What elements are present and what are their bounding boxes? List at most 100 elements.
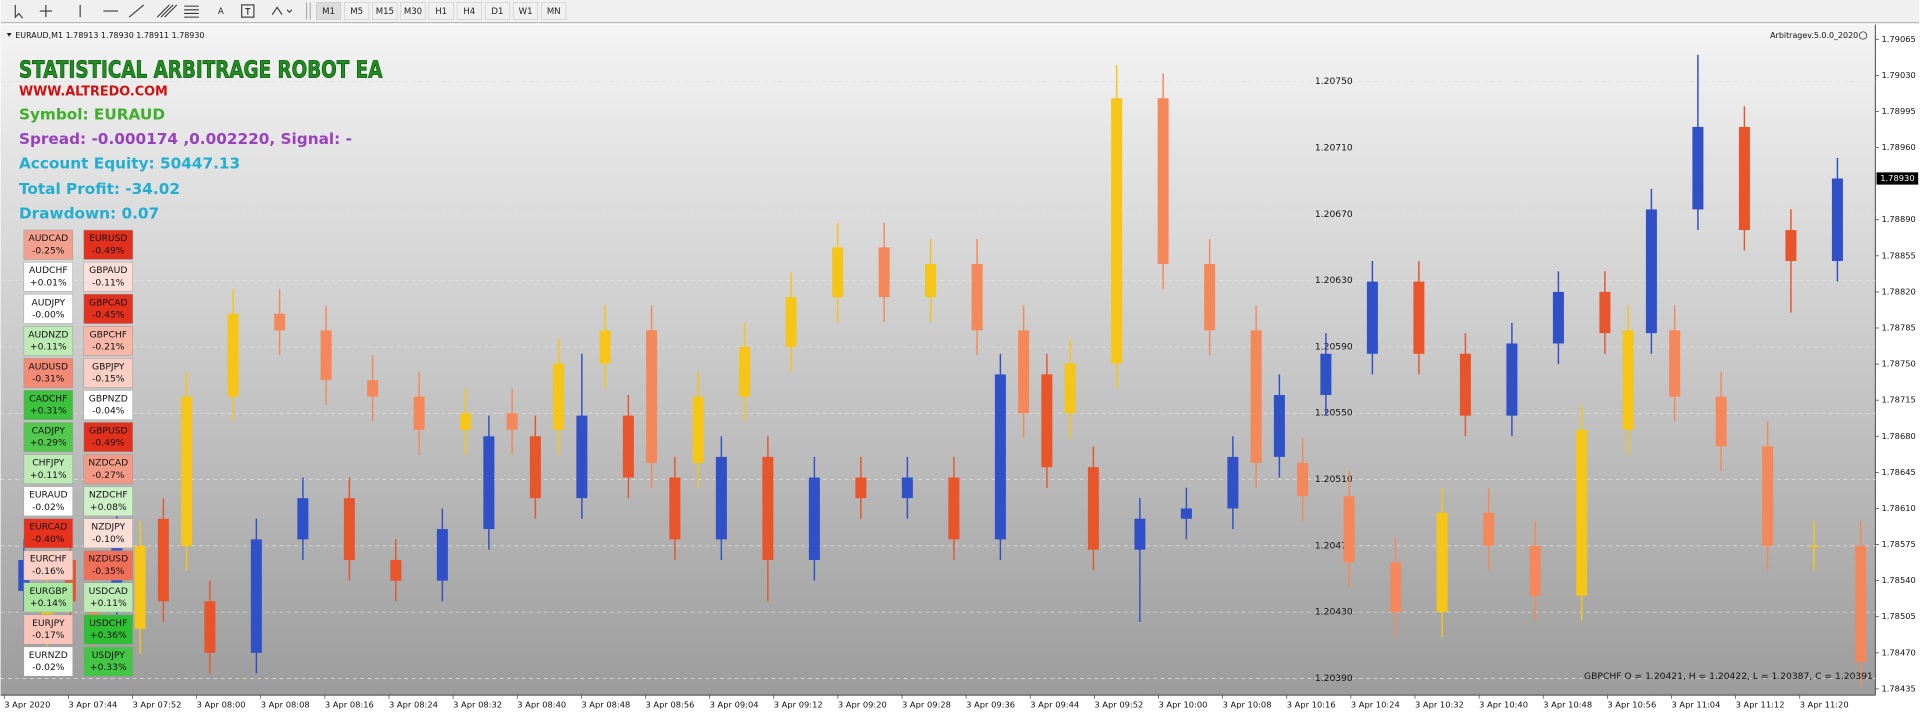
pair-cell[interactable]	[83, 229, 134, 260]
pair-change: +0.29%	[30, 438, 67, 449]
arrows-tool[interactable]	[271, 6, 293, 15]
timeframe-label[interactable]: M30	[404, 7, 422, 17]
pair-cell[interactable]	[83, 293, 134, 324]
text-label-tool[interactable]	[241, 4, 255, 18]
collapse-arrow[interactable]	[6, 33, 12, 37]
timeframe-button[interactable]	[484, 2, 510, 20]
timeframe-label[interactable]: W1	[519, 7, 533, 17]
pair-cell[interactable]	[23, 454, 74, 485]
pair-cell[interactable]	[83, 614, 134, 645]
pair-cell[interactable]	[23, 550, 74, 581]
candle-body	[1436, 512, 1448, 613]
pair-cell[interactable]	[83, 518, 134, 549]
timeframe-label[interactable]: H4	[463, 7, 475, 17]
x-tick-label: 3 Apr 10:48	[1543, 699, 1592, 709]
timeframe-label[interactable]: H1	[435, 7, 447, 17]
timeframe-label[interactable]: D1	[491, 7, 503, 17]
pair-name: GBPAUD	[89, 265, 127, 276]
pair-cell[interactable]	[83, 582, 134, 613]
pair-cell[interactable]	[83, 486, 134, 517]
timeframe-button[interactable]	[456, 2, 482, 20]
pair-name: AUDNZD	[28, 329, 68, 340]
cursor-tool[interactable]	[14, 4, 24, 19]
candle-body	[1529, 545, 1541, 596]
pair-cell[interactable]	[23, 614, 74, 645]
timeframe-button[interactable]	[316, 2, 342, 20]
candle-body	[1111, 98, 1123, 364]
chart-info: EURAUD,M1 1.78913 1.78930 1.78911 1.7893…	[15, 31, 204, 40]
pair-change: -0.15%	[92, 374, 125, 385]
candle-body	[1669, 330, 1681, 397]
y-tick-label: 1.78680	[1881, 431, 1915, 441]
pair-cell[interactable]	[23, 358, 74, 388]
pair-cell[interactable]	[23, 518, 74, 549]
pair-cell[interactable]	[83, 261, 134, 292]
pair-change: -0.02%	[32, 662, 65, 673]
pair-cell[interactable]	[83, 550, 134, 581]
pair-change: -0.31%	[32, 374, 65, 385]
pair-cell[interactable]	[23, 582, 74, 613]
pair-name: NZDJPY	[91, 522, 125, 533]
trendline-tool[interactable]	[128, 4, 145, 18]
y2-tick-label: 1.20590	[1315, 341, 1353, 352]
pair-cell[interactable]	[83, 454, 134, 485]
pair-cell[interactable]	[23, 326, 74, 356]
pair-name: GBPUSD	[89, 425, 127, 436]
pair-change: +0.01%	[30, 277, 67, 288]
candle-body	[994, 374, 1006, 540]
text-tool[interactable]: A	[218, 7, 224, 17]
y2-tick-label: 1.20550	[1315, 408, 1353, 419]
pair-cell[interactable]	[23, 293, 74, 324]
pair-cell[interactable]	[83, 326, 134, 356]
timeframe-button[interactable]	[400, 2, 426, 20]
x-tick-label: 3 Apr 08:24	[389, 699, 438, 709]
pair-name: USDJPY	[92, 650, 126, 661]
pair-cell[interactable]	[23, 229, 74, 260]
x-tick-label: 3 Apr 09:28	[902, 699, 951, 709]
candle-body	[1808, 545, 1820, 548]
timeframe-label[interactable]: MN	[547, 7, 561, 17]
current-price-box	[1876, 172, 1919, 185]
candle-body	[436, 529, 448, 581]
pair-cell[interactable]	[83, 422, 134, 453]
timeframe-button[interactable]	[344, 2, 370, 20]
y-tick-label: 1.79030	[1881, 70, 1915, 80]
y-tick-label: 1.78715	[1881, 395, 1915, 405]
toolbar-separator	[305, 2, 311, 20]
fibonacci-tool[interactable]	[184, 5, 199, 18]
timeframe-button[interactable]	[372, 2, 398, 20]
timeframe-button[interactable]	[541, 2, 567, 20]
y-tick-label: 1.78995	[1881, 106, 1915, 116]
timeframe-label[interactable]: M15	[376, 7, 394, 17]
pair-name: EURJPY	[32, 618, 65, 629]
crosshair-tool[interactable]	[39, 4, 52, 18]
pair-change: -0.04%	[92, 406, 125, 417]
pair-cell[interactable]	[23, 646, 74, 677]
candle-body	[1715, 396, 1727, 447]
channel-tool[interactable]	[156, 4, 178, 18]
candle-body	[1622, 330, 1634, 430]
timeframe-label[interactable]: M5	[350, 7, 363, 17]
candle-body	[1692, 126, 1704, 210]
pair-cell[interactable]	[83, 390, 134, 420]
price-scale	[1875, 24, 1920, 722]
pair-cell[interactable]	[83, 646, 134, 677]
x-tick-label: 3 Apr 10:16	[1287, 699, 1336, 709]
pair-cell[interactable]	[23, 261, 74, 292]
y-tick-label: 1.78855	[1881, 250, 1915, 260]
timeframe-button[interactable]	[428, 2, 454, 20]
candle-body	[320, 330, 332, 381]
timeframe-label[interactable]: M1	[322, 7, 335, 17]
current-price-label: 1.78930	[1880, 173, 1914, 183]
pair-cell[interactable]	[83, 358, 134, 388]
y-tick-label: 1.79065	[1881, 34, 1915, 44]
pair-name: AUDJPY	[32, 297, 66, 308]
timeframe-button[interactable]	[513, 2, 539, 20]
timeframe-bar: M1 M5 M15 M30 H1 H4 D1 W1 MN	[316, 2, 567, 20]
pair-cell[interactable]	[23, 486, 74, 517]
candle-body	[1297, 462, 1309, 497]
pair-cell[interactable]	[23, 422, 74, 453]
pair-cell[interactable]	[23, 390, 74, 420]
candle-body	[599, 330, 611, 364]
expert-icon[interactable]	[1859, 31, 1868, 40]
